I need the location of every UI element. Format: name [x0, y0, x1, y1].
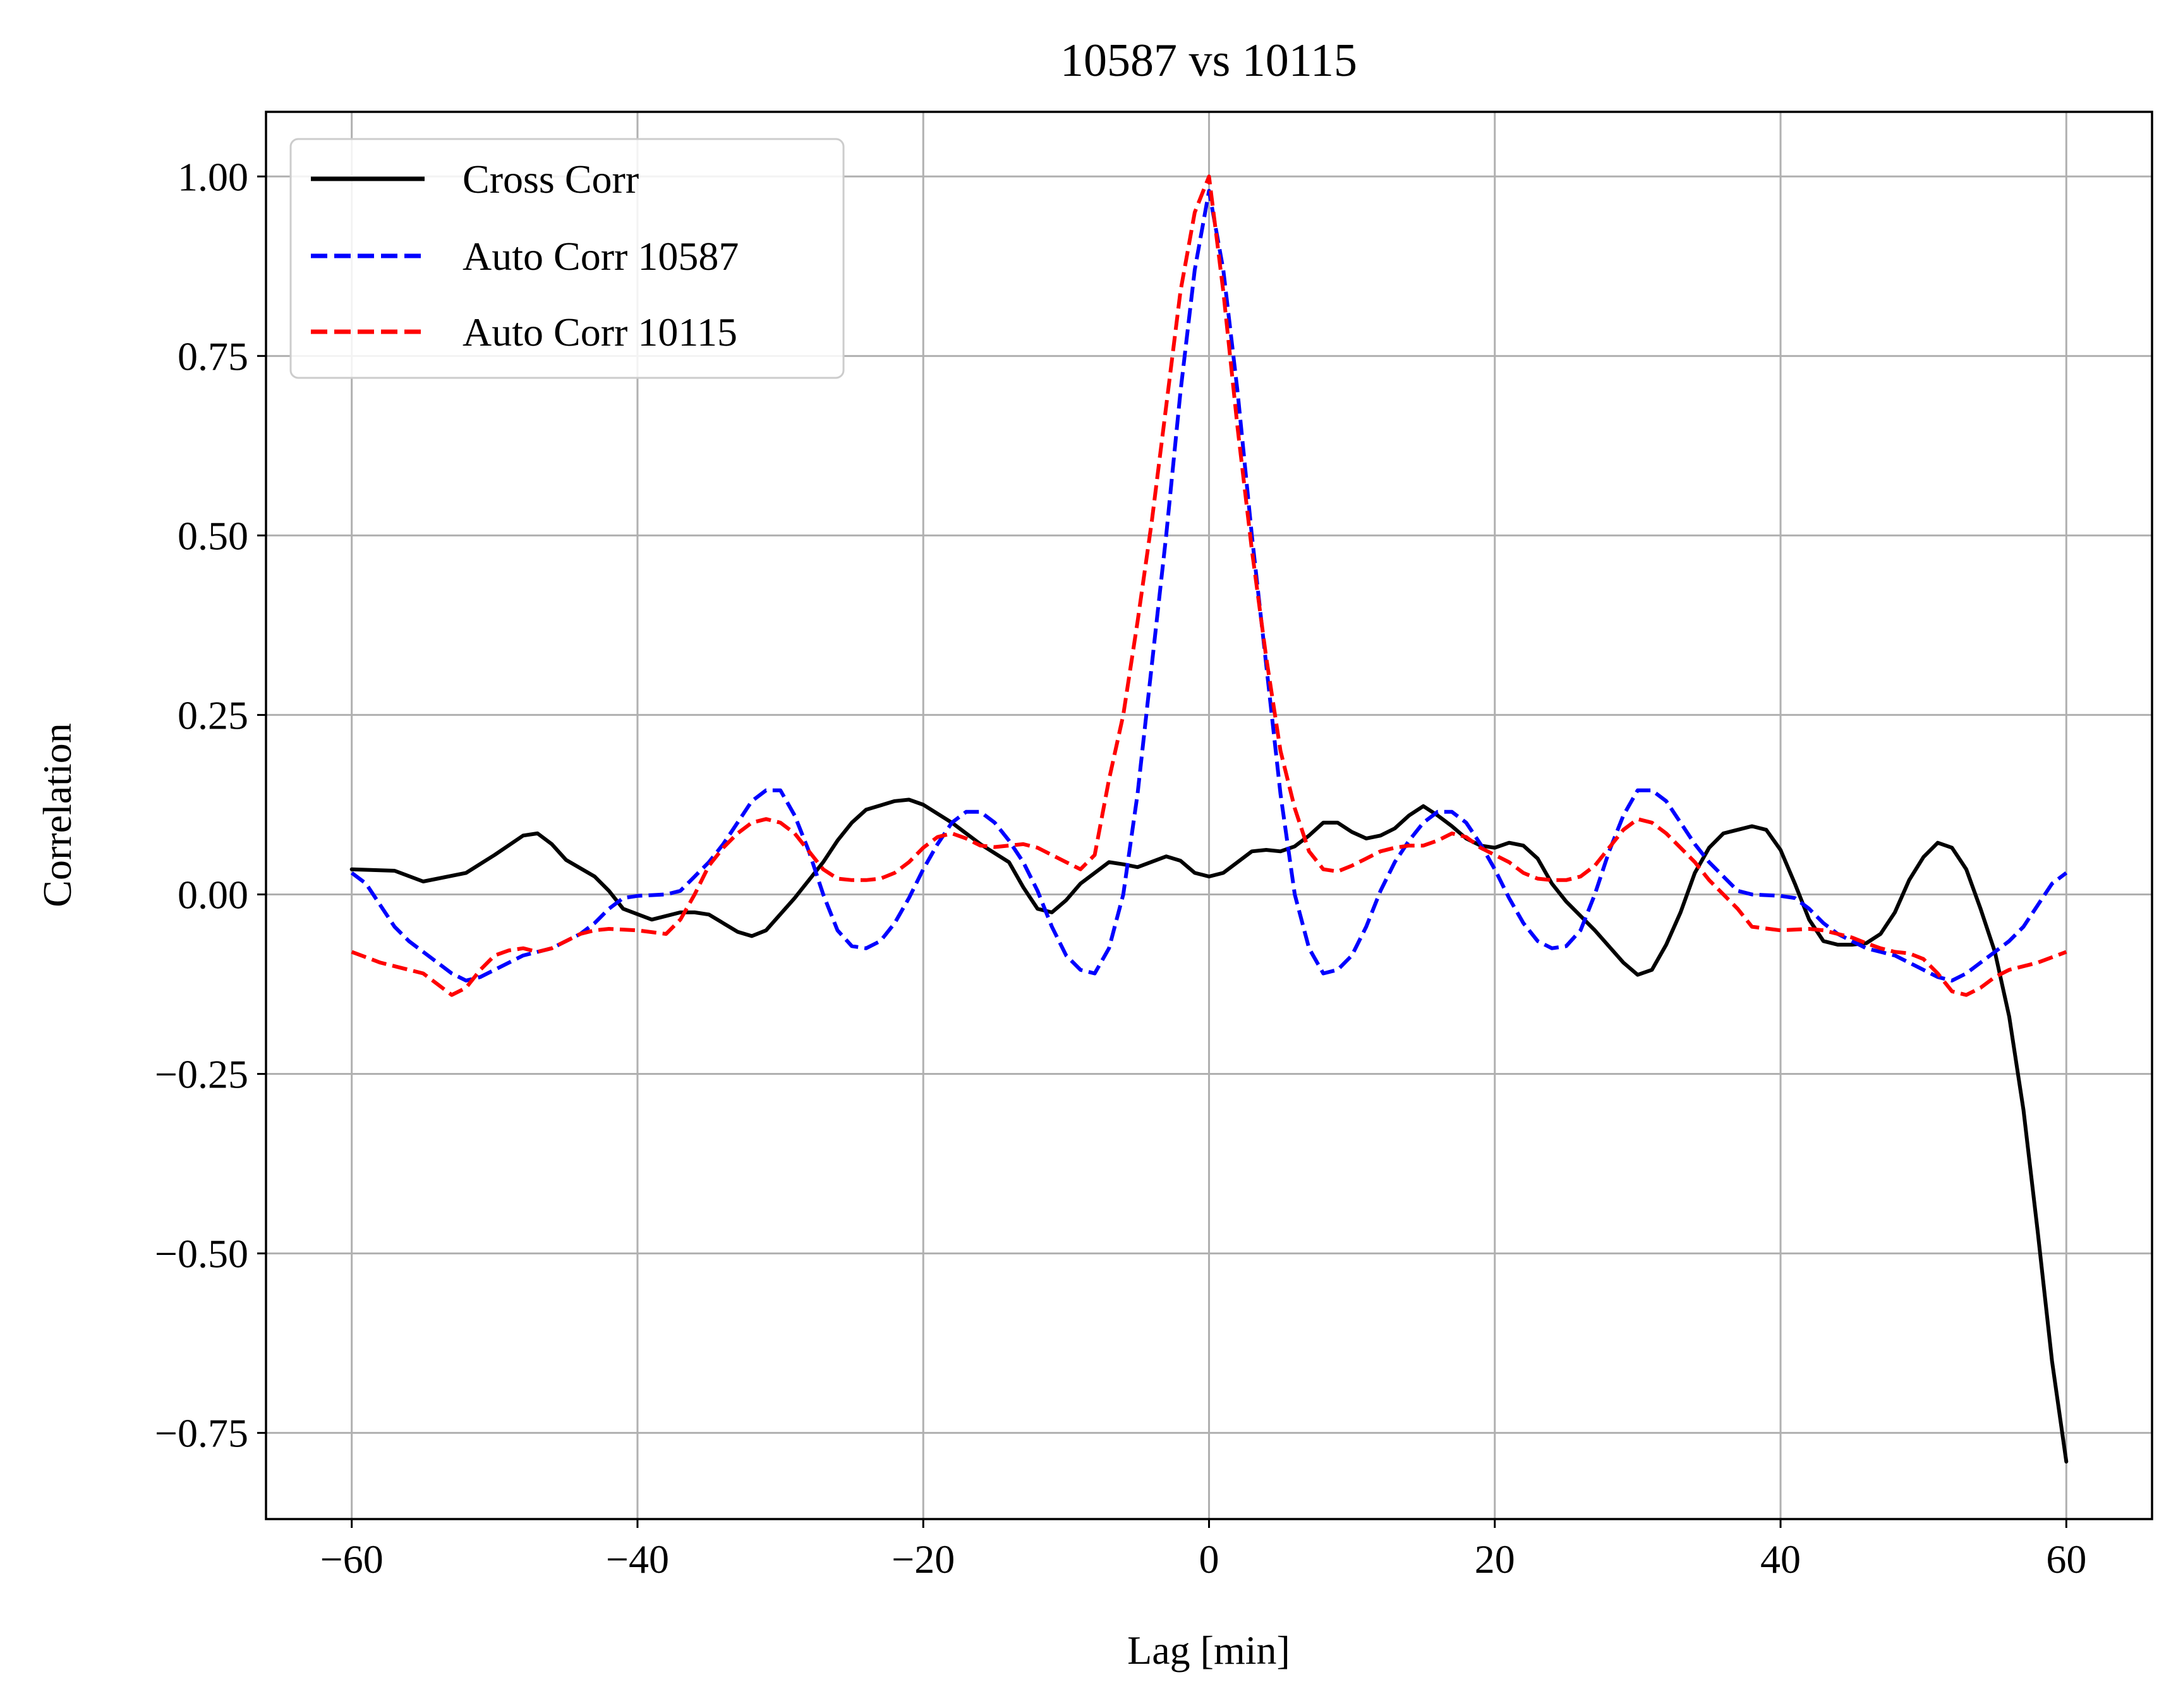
series-line-cross-corr: [349, 797, 2069, 1464]
y-tick-label: −0.25: [155, 1052, 248, 1097]
legend-label-cross-corr: Cross Corr: [463, 157, 639, 202]
y-tick-label: −0.50: [155, 1232, 248, 1276]
x-tick-label: 20: [1475, 1537, 1515, 1582]
x-tick-label: −20: [892, 1537, 955, 1582]
chart-title: 10587 vs 10115: [1060, 35, 1357, 87]
legend-box: [289, 138, 845, 379]
y-tick-label: 0.00: [178, 872, 248, 917]
y-tick-label: 1.00: [178, 154, 248, 199]
legend: Cross Corr Auto Corr 10587 Auto Corr 101…: [289, 138, 845, 379]
y-tick-label: −0.75: [155, 1411, 248, 1456]
legend-label-auto-corr-10587: Auto Corr 10587: [463, 234, 739, 279]
y-tick-label: 0.75: [178, 334, 248, 379]
y-tick-label: 0.25: [178, 693, 248, 737]
x-tick-label: 60: [2046, 1537, 2086, 1582]
x-tick-label: −40: [606, 1537, 669, 1582]
x-tick-label: −60: [320, 1537, 384, 1582]
x-tick-label: 0: [1199, 1537, 1219, 1582]
y-axis-label: Correlation: [35, 723, 80, 907]
series-line-auto-corr-10587: [350, 189, 2068, 983]
series-line-auto-corr-10115: [351, 174, 2067, 997]
x-axis-label: Lag [min]: [1127, 1628, 1290, 1673]
x-tick-label: 40: [1760, 1537, 1801, 1582]
axis-ticks: −60 −40 −20 0 20 40 60 1.00 0.75 0.50 0.25 0.00 −0.2…: [155, 154, 2086, 1582]
legend-label-auto-corr-10115: Auto Corr 10115: [463, 310, 737, 354]
series-group: [349, 174, 2069, 1464]
y-tick-label: 0.50: [178, 513, 248, 558]
